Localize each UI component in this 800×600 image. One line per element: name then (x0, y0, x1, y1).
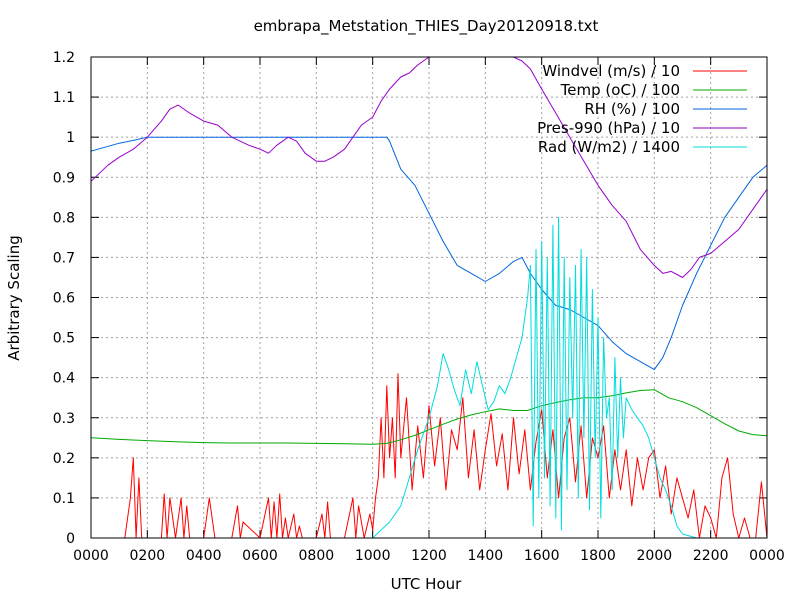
axis-ticks: 0 0.1 0.2 0.3 0.4 0.5 0.6 0.7 0.8 0.9 1 1.1 1.2 0000 0… (53, 50, 785, 564)
data-series (91, 57, 767, 538)
legend-label: Temp (oC) / 100 (560, 81, 680, 99)
y-tick-label: 0.3 (53, 411, 75, 427)
y-tick-label: 1.2 (53, 50, 75, 66)
series-line-windvel (91, 373, 767, 538)
x-tick-label: 2000 (637, 548, 673, 564)
plot-border (90, 56, 768, 539)
y-tick-label: 0.2 (53, 451, 75, 467)
series-line-rh (91, 136, 767, 371)
x-tick-label: 0000 (749, 548, 785, 564)
legend-label: RH (%) / 100 (584, 100, 680, 118)
x-tick-label: 0400 (186, 548, 222, 564)
x-tick-label: 2200 (693, 548, 729, 564)
chart-title: embrapa_Metstation_THIES_Day20120918.txt (254, 17, 599, 36)
y-tick-label: 0.6 (53, 291, 75, 307)
x-tick-label: 1600 (524, 548, 560, 564)
x-tick-label: 1200 (411, 548, 447, 564)
y-axis-label: Arbitrary Scaling (5, 235, 23, 361)
x-tick-label: 1000 (355, 548, 391, 564)
x-tick-label: 0000 (73, 548, 109, 564)
y-tick-label: 0.1 (53, 491, 75, 507)
y-tick-label: 1 (66, 130, 75, 146)
x-tick-label: 0800 (299, 548, 335, 564)
x-tick-label: 1400 (468, 548, 504, 564)
legend-label: Windvel (m/s) / 10 (542, 62, 680, 80)
series-line-pres-990 (91, 57, 767, 278)
legend-label: Pres-990 (hPa) / 10 (537, 119, 680, 137)
y-tick-label: 1.1 (53, 90, 75, 106)
x-axis-label: UTC Hour (391, 575, 462, 593)
legend-label: Rad (W/m2) / 1400 (538, 138, 680, 156)
y-tick-label: 0.8 (53, 210, 75, 226)
x-tick-label: 1800 (580, 548, 616, 564)
x-tick-label: 0600 (242, 548, 278, 564)
series-line-rad (91, 216, 767, 538)
y-tick-label: 0.5 (53, 331, 75, 347)
y-tick-label: 0.4 (53, 371, 75, 387)
y-tick-label: 0.7 (53, 250, 75, 266)
series-line-temp (91, 389, 767, 445)
y-tick-label: 0 (66, 531, 75, 547)
y-tick-label: 0.9 (53, 170, 75, 186)
x-tick-label: 0200 (130, 548, 166, 564)
